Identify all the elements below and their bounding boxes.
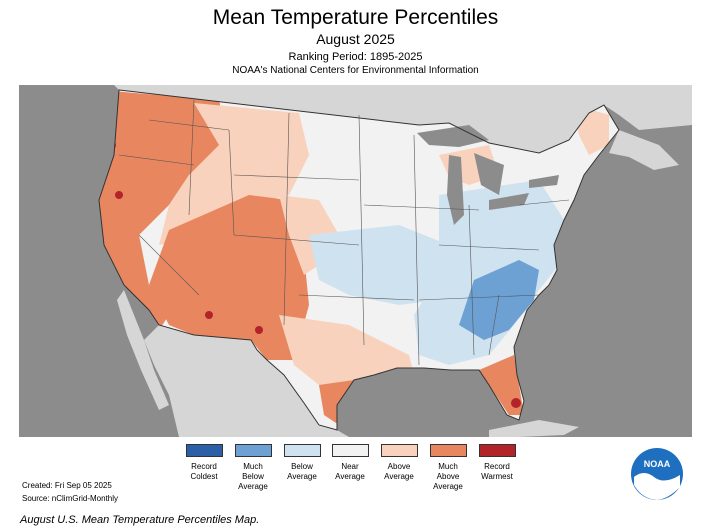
region-southwest-much-above [149, 195, 309, 360]
lake-erie [489, 193, 529, 210]
legend-swatch [331, 444, 369, 457]
lake-huron [474, 153, 504, 195]
legend-swatch [380, 444, 418, 457]
map-title: Mean Temperature Percentiles [212, 6, 499, 29]
record-warm-california [115, 191, 123, 199]
legend-record-warmest: Record Warmest [473, 444, 521, 482]
baja-peninsula [117, 290, 169, 410]
legend-swatch [429, 444, 467, 457]
legend-label: Record Coldest [190, 462, 218, 481]
map-subtitle: August 2025 [316, 31, 395, 47]
nova-scotia [609, 130, 679, 170]
temperature-percentile-map [19, 85, 692, 437]
region-texas-above [279, 315, 414, 410]
legend-much-below: Much Below Average [229, 444, 277, 492]
ranking-period: Ranking Period: 1895-2025 [288, 51, 423, 63]
region-texas-coast-much-above [319, 380, 354, 425]
mexico-landmass [144, 325, 349, 437]
region-interior-west-above [159, 103, 309, 245]
cuba [489, 420, 579, 437]
legend-record-coldest: Record Coldest [180, 444, 228, 482]
legend-near: Near Average [326, 444, 374, 482]
lake-michigan [447, 155, 464, 225]
noaa-logo-text: NOAA [644, 459, 671, 469]
lake-ontario [529, 175, 559, 188]
legend: Record Coldest Much Below Average Below Aver… [180, 444, 520, 504]
legend-label: Near Average [335, 462, 365, 481]
record-warm-florida [511, 398, 521, 408]
figure-caption: August U.S. Mean Temperature Percentiles… [20, 514, 260, 526]
legend-label: Much Above Average [433, 462, 463, 491]
legend-label: Below Average [287, 462, 317, 481]
region-pacific-much-above [99, 90, 229, 330]
region-southeast-much-below [459, 260, 539, 340]
legend-above: Above Average [375, 444, 423, 482]
legend-swatch [234, 444, 272, 457]
legend-below: Below Average [278, 444, 326, 482]
legend-label: Above Average [384, 462, 414, 481]
record-warm-new-mexico [255, 326, 263, 334]
agency-name: NOAA's National Centers for Environmenta… [232, 65, 479, 76]
lake-superior [417, 125, 489, 147]
data-source: Source: nClimGrid-Monthly [22, 494, 119, 503]
legend-swatch [283, 444, 321, 457]
legend-swatch [185, 444, 223, 457]
record-warm-arizona [205, 311, 213, 319]
state-borders [118, 99, 570, 366]
created-date: Created: Fri Sep 05 2025 [22, 481, 112, 490]
legend-swatch [478, 444, 516, 457]
legend-much-above: Much Above Average [424, 444, 472, 492]
legend-label: Much Below Average [238, 462, 268, 491]
legend-label: Record Warmest [481, 462, 513, 481]
noaa-logo-icon: NOAA [631, 448, 683, 500]
region-central-below [309, 225, 469, 305]
canada-landmass [19, 85, 692, 153]
region-east-below [414, 180, 564, 365]
